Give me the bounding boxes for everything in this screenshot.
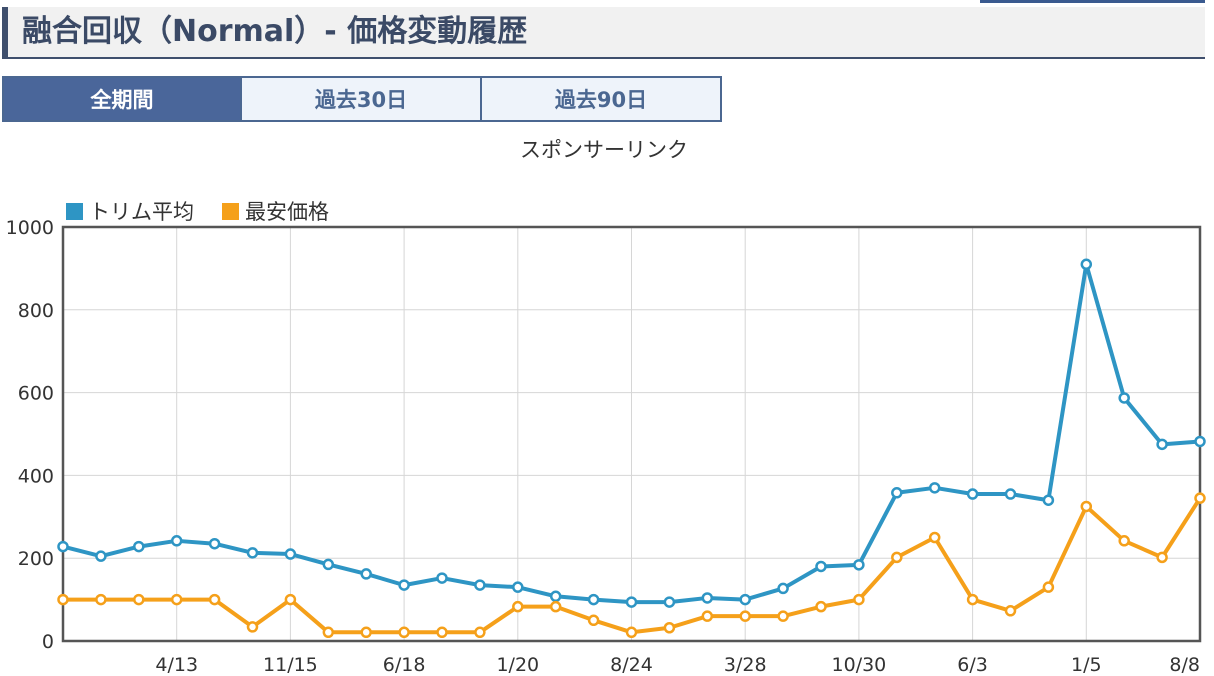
legend-swatch-trim-average (66, 202, 83, 220)
series-2-point (1118, 535, 1130, 547)
legend-label-lowest-price: 最安価格 (245, 200, 329, 224)
series-1-point (549, 590, 562, 603)
series-2-point (474, 626, 486, 639)
series-1-point (701, 592, 714, 604)
x-tick-label: 6/18 (383, 654, 426, 676)
y-tick-label: 600 (18, 383, 54, 405)
series-1-point (815, 560, 827, 573)
x-tick-label: 1/20 (496, 654, 539, 676)
y-tick-label: 800 (18, 300, 54, 322)
chart-legend: トリム平均 最安価格 (66, 196, 357, 226)
period-tabs: 全期間 過去30日 過去90日 (2, 76, 722, 122)
series-2-point (360, 626, 372, 639)
page-header: 融合回収（Normal）- 価格変動履歴 (2, 7, 1205, 59)
series-1-point (853, 559, 865, 571)
series-1-point (284, 548, 297, 560)
series-2-point (815, 600, 827, 613)
x-tick-label: 8/8 (1169, 654, 1200, 676)
series-1-point (57, 540, 69, 553)
y-tick-label: 1000 (6, 217, 54, 239)
x-tick-label: 8/24 (610, 654, 653, 676)
series-1-point (95, 550, 107, 562)
series-1-point (739, 593, 751, 606)
series-2-point (208, 593, 221, 606)
x-tick-label: 4/13 (155, 654, 198, 676)
series-2-point (891, 551, 903, 564)
series-2-point (1080, 500, 1093, 513)
series-2-point (587, 614, 600, 627)
series-2-point (777, 610, 789, 622)
y-tick-label: 0 (42, 631, 54, 653)
series-1-point (625, 596, 638, 608)
y-tick-label: 200 (18, 548, 54, 570)
series-1-point (133, 540, 145, 553)
price-history-chart: 0 200 400 600 800 1000 4/13 11/15 6/18 1/20 8/24 3/… (6, 217, 1206, 676)
series-1-point (208, 537, 221, 550)
series-1-point (436, 572, 448, 584)
series-2-point (966, 593, 979, 606)
series-1-point (1118, 392, 1130, 404)
legend-item-lowest-price[interactable]: 最安価格 (222, 196, 329, 226)
series-1-point (891, 487, 903, 499)
series-1-point (1042, 494, 1055, 506)
x-tick-label: 6/3 (957, 654, 988, 676)
sponsor-link-label: スポンサーリンク (520, 138, 688, 162)
legend-item-trim-average[interactable]: トリム平均 (66, 196, 194, 226)
x-tick-label: 3/28 (724, 654, 767, 676)
series-1-point (928, 482, 941, 494)
series-2-point (625, 626, 638, 639)
series-2-point (1194, 492, 1206, 504)
series-2-point (512, 600, 524, 613)
series-2-point (549, 600, 562, 613)
series-1-point (1080, 258, 1093, 271)
series-1-point (474, 579, 486, 591)
x-tick-label: 11/15 (263, 654, 318, 676)
series-1-point (777, 582, 789, 595)
series-1-point (1156, 438, 1168, 451)
tab-all-period[interactable]: 全期間 (2, 76, 242, 122)
y-tick-label: 400 (18, 465, 54, 487)
series-1-point (360, 568, 372, 580)
series-2-point (1004, 605, 1017, 617)
series-2-point (1042, 581, 1055, 593)
page-title: 融合回収（Normal）- 価格変動履歴 (22, 14, 528, 49)
series-1-point (512, 581, 524, 593)
series-2-point (701, 610, 714, 622)
series-1-point (587, 593, 600, 606)
series-1-point (1194, 435, 1206, 448)
series-2-point (322, 626, 335, 639)
series-2-point (663, 622, 676, 634)
series-1-point (170, 535, 183, 547)
series-2-point (95, 593, 107, 606)
series-1-point (1004, 488, 1017, 500)
series-2-point (246, 621, 259, 633)
series-1-point (322, 558, 335, 571)
series-2-point (739, 610, 751, 622)
series-2-point (853, 593, 865, 606)
series-2-point (1156, 551, 1168, 564)
plot-area-border (61, 225, 1202, 643)
series-1-point (246, 547, 259, 559)
top-accent-bar (980, 0, 1205, 3)
series-2-point (284, 593, 297, 606)
legend-swatch-lowest-price (222, 202, 239, 220)
series-2-point (170, 593, 183, 606)
x-tick-label: 10/30 (832, 654, 887, 676)
series-2-point (133, 593, 145, 606)
series-2-point (398, 626, 410, 639)
legend-label-trim-average: トリム平均 (89, 200, 194, 224)
tab-past-30-days[interactable]: 過去30日 (242, 76, 482, 122)
series-2-point (436, 626, 448, 639)
series-1-point (663, 596, 676, 608)
tab-past-90-days[interactable]: 過去90日 (482, 76, 722, 122)
series-1-point (966, 488, 979, 500)
series-2-point (57, 593, 69, 606)
series-1-point (398, 579, 410, 591)
x-tick-label: 1/5 (1071, 654, 1102, 676)
series-2-point (928, 531, 941, 544)
